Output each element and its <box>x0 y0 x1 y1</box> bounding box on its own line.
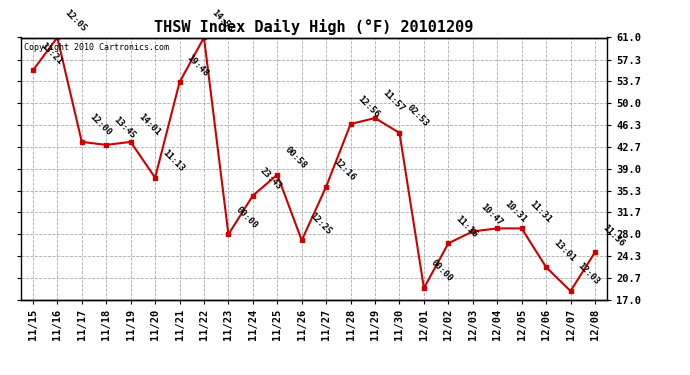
Text: 11:13: 11:13 <box>161 148 186 174</box>
Text: 12:16: 12:16 <box>332 157 357 183</box>
Text: 02:53: 02:53 <box>405 104 431 129</box>
Text: 12:03: 12:03 <box>576 261 602 287</box>
Text: 13:45: 13:45 <box>112 116 137 141</box>
Text: 11:36: 11:36 <box>600 223 626 248</box>
Text: 10:31: 10:31 <box>503 199 528 224</box>
Text: 00:00: 00:00 <box>234 205 259 230</box>
Text: 10:47: 10:47 <box>478 202 504 227</box>
Text: 13:01: 13:01 <box>552 238 577 263</box>
Text: 00:00: 00:00 <box>429 258 455 284</box>
Text: 12:25: 12:25 <box>307 211 333 236</box>
Text: 00:58: 00:58 <box>283 145 308 171</box>
Title: THSW Index Daily High (°F) 20101209: THSW Index Daily High (°F) 20101209 <box>155 19 473 35</box>
Text: 12:05: 12:05 <box>63 8 88 33</box>
Text: 11:31: 11:31 <box>527 199 553 224</box>
Text: 23:43: 23:43 <box>259 166 284 191</box>
Text: 11:16: 11:16 <box>454 214 480 239</box>
Text: Copyright 2010 Cartronics.com: Copyright 2010 Cartronics.com <box>23 43 168 52</box>
Text: 14:53: 14:53 <box>210 8 235 33</box>
Text: 13:21: 13:21 <box>39 41 64 66</box>
Text: 11:57: 11:57 <box>381 88 406 114</box>
Text: 12:00: 12:00 <box>88 112 112 138</box>
Text: 12:56: 12:56 <box>356 94 382 120</box>
Text: 14:01: 14:01 <box>136 112 161 138</box>
Text: 19:48: 19:48 <box>185 53 210 78</box>
